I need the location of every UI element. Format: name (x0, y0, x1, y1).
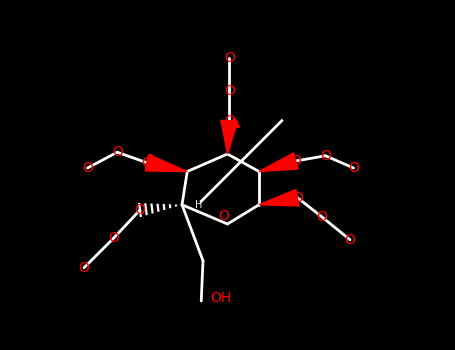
Polygon shape (259, 153, 298, 172)
Text: O: O (317, 210, 328, 224)
Text: OH: OH (210, 290, 231, 304)
Text: O: O (224, 84, 235, 98)
Polygon shape (259, 189, 299, 206)
Text: O: O (82, 161, 93, 175)
Text: O: O (218, 209, 229, 223)
Text: H: H (195, 201, 202, 210)
Text: O: O (348, 161, 359, 175)
Text: O: O (320, 149, 331, 163)
Text: O: O (108, 231, 119, 245)
Text: O: O (344, 233, 355, 247)
Polygon shape (221, 120, 238, 154)
Text: O: O (224, 51, 235, 65)
Text: O: O (79, 261, 90, 275)
Text: O: O (135, 203, 146, 217)
Polygon shape (145, 155, 187, 172)
Text: O: O (224, 114, 235, 128)
Text: O: O (112, 145, 123, 159)
Text: O: O (292, 191, 303, 205)
Text: O: O (290, 154, 301, 168)
Polygon shape (228, 118, 239, 128)
Polygon shape (147, 154, 161, 164)
Text: O: O (142, 156, 152, 170)
